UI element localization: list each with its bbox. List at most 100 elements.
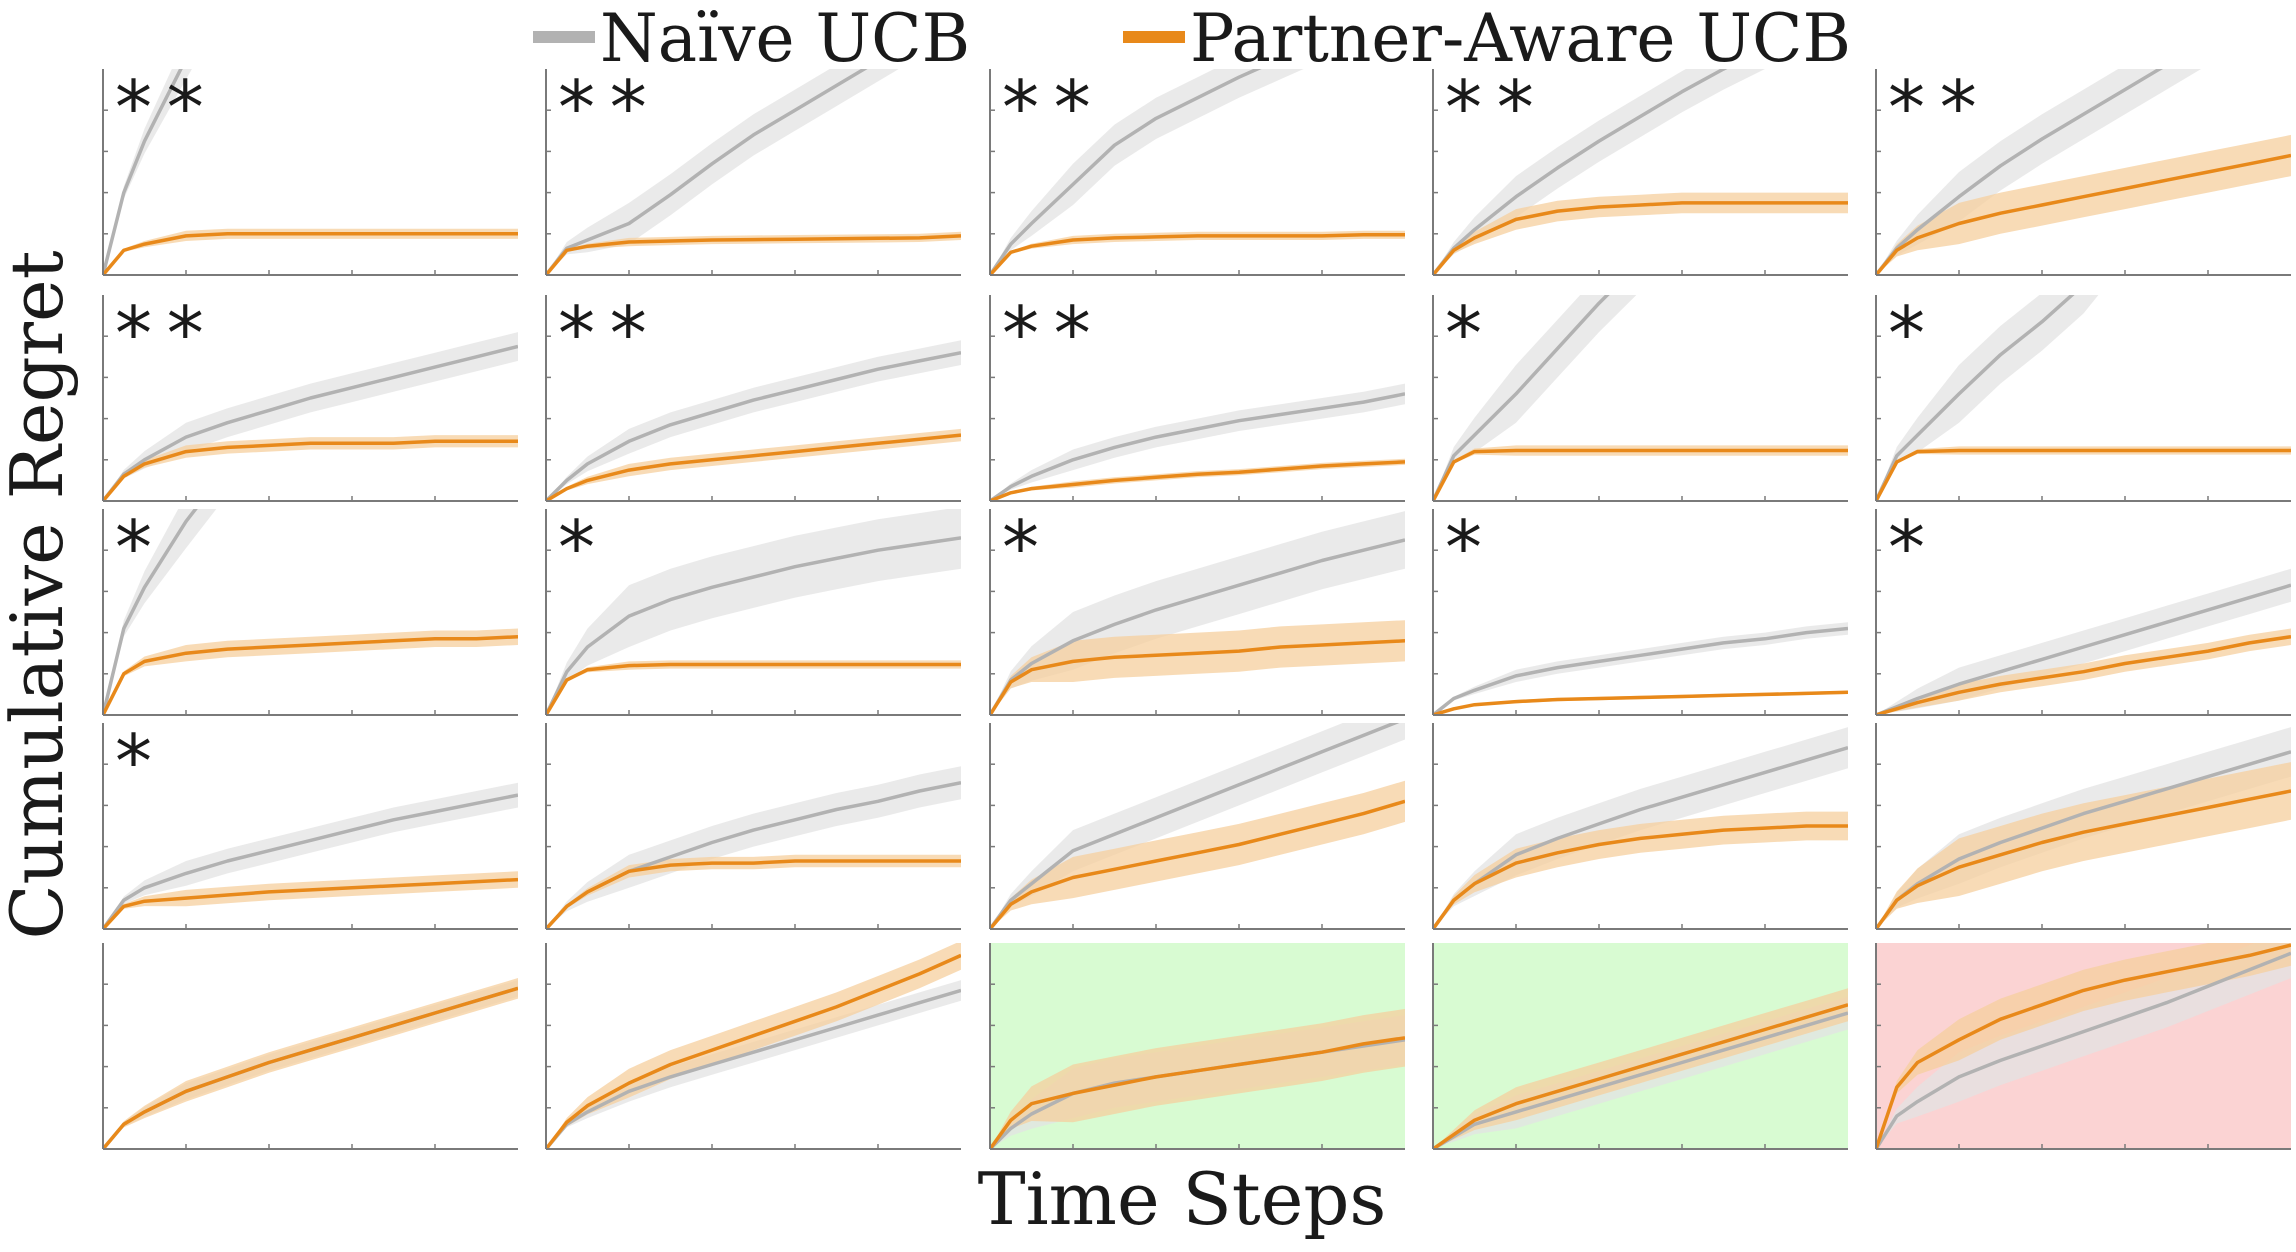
partner-aware-ucb-line xyxy=(1433,824,1848,929)
partner-aware-ucb-band xyxy=(1876,134,2291,275)
partner-aware-ucb-band xyxy=(1876,446,2291,501)
naive-ucb-line xyxy=(1876,295,2075,501)
significance-stars: * * xyxy=(1888,65,1977,151)
plot-area xyxy=(546,943,961,1149)
plot-area xyxy=(990,69,1405,275)
naive-ucb-band xyxy=(546,69,899,275)
x-axis-label: Time Steps xyxy=(978,1157,1387,1241)
significance-stars: * xyxy=(1888,291,1925,377)
partner-aware-ucb-band xyxy=(103,978,518,1149)
naive-ucb-line xyxy=(990,723,1400,929)
significance-stars: * xyxy=(115,719,152,805)
naive-ucb-band xyxy=(546,980,961,1149)
naive-ucb-band xyxy=(103,782,518,929)
plot-area xyxy=(1876,568,2291,715)
panel-r3-c4: * xyxy=(1432,505,1848,716)
partner-aware-ucb-line xyxy=(1876,634,2291,715)
naive-ucb-line xyxy=(546,536,961,715)
panel-r4-c4 xyxy=(1432,723,1848,930)
partner-aware-ucb-band xyxy=(103,628,518,715)
partner-aware-ucb-line xyxy=(103,634,518,715)
panel-r4-c2 xyxy=(545,723,961,930)
plot-area xyxy=(1433,622,1848,715)
panel-r3-c2: * xyxy=(545,505,961,716)
partner-aware-ucb-line xyxy=(546,234,961,275)
naive-ucb-line xyxy=(103,69,183,275)
significance-stars: * xyxy=(1002,505,1039,591)
panel-r2-c5: * xyxy=(1875,291,2291,502)
panel-r1-c1: * * xyxy=(102,65,518,276)
plot-area xyxy=(1876,295,2291,501)
partner-aware-ucb-line xyxy=(103,232,518,275)
naive-ucb-line xyxy=(103,793,518,929)
naive-ucb-band xyxy=(546,766,961,929)
panel-r2-c1: * * xyxy=(102,291,518,502)
panel-grid: * * * * * * * * * * * * * * * * * * * * * * * * xyxy=(102,65,2291,1150)
panel-r2-c3: * * xyxy=(989,291,1405,502)
naive-ucb-line xyxy=(1876,583,2291,715)
partner-aware-ucb-line xyxy=(1433,448,1848,501)
legend-label-partner: Partner-Aware UCB xyxy=(1190,0,1851,77)
partner-aware-ucb-band xyxy=(1876,943,2291,1149)
partner-aware-ucb-line xyxy=(1433,1003,1848,1149)
partner-aware-ucb-line xyxy=(990,799,1405,929)
plot-area xyxy=(1433,727,1848,929)
naive-ucb-line xyxy=(103,509,198,715)
partner-aware-ucb-band xyxy=(990,780,1405,929)
partner-aware-ucb-band xyxy=(990,620,1405,715)
partner-aware-ucb-line xyxy=(1433,201,1848,275)
naive-ucb-line xyxy=(990,538,1405,715)
panel-r3-c3: * xyxy=(989,505,1405,716)
naive-ucb-band xyxy=(1433,622,1848,715)
partner-aware-ucb-band xyxy=(1876,762,2291,929)
naive-ucb-line xyxy=(1433,1011,1848,1149)
panel-r1-c5: * * xyxy=(1875,65,2291,276)
plot-area xyxy=(103,69,518,275)
partner-aware-ucb-line xyxy=(546,662,961,715)
plot-area xyxy=(546,340,961,501)
naive-ucb-band xyxy=(990,723,1405,929)
panel-r1-c2: * * xyxy=(545,65,961,276)
partner-aware-ucb-band xyxy=(990,1008,1405,1149)
plot-area xyxy=(1876,727,2291,929)
y-axis-label: Cumulative Regret xyxy=(0,250,79,939)
naive-ucb-band xyxy=(990,511,1405,715)
plot-area xyxy=(990,1008,1405,1149)
partner-aware-ucb-line xyxy=(546,859,961,929)
significance-stars: * * xyxy=(558,65,647,151)
naive-ucb-band xyxy=(103,332,518,501)
panel-r5-c1 xyxy=(102,943,518,1150)
panel-r1-c4: * * xyxy=(1432,65,1848,276)
panel-r5-c5 xyxy=(1875,943,2291,1150)
legend-label-naive: Naïve UCB xyxy=(600,0,970,77)
significance-stars: * xyxy=(1445,291,1482,377)
plot-area xyxy=(546,69,961,275)
panel-r2-c4: * xyxy=(1432,291,1848,502)
naive-ucb-band xyxy=(103,509,217,715)
significance-stars: * * xyxy=(115,291,204,377)
naive-ucb-line xyxy=(1433,69,1728,275)
partner-aware-ucb-line xyxy=(990,233,1405,275)
significance-stars: * * xyxy=(1002,65,1091,151)
partner-aware-ucb-line xyxy=(546,953,961,1149)
plot-area xyxy=(1433,69,1848,275)
naive-ucb-band xyxy=(546,509,961,715)
partner-aware-ucb-line xyxy=(990,460,1405,501)
panel-r3-c1: * xyxy=(102,505,518,716)
partner-aware-ucb-line xyxy=(103,439,518,501)
partner-aware-ucb-band xyxy=(546,854,961,929)
partner-aware-ucb-line xyxy=(1876,943,2291,1149)
partner-aware-ucb-band xyxy=(990,230,1405,275)
partner-aware-ucb-line xyxy=(103,986,518,1149)
partner-aware-ucb-band xyxy=(1433,445,1848,501)
naive-ucb-line xyxy=(1433,295,1610,501)
naive-ucb-line xyxy=(990,392,1405,501)
plot-area xyxy=(546,509,961,715)
partner-aware-ucb-line xyxy=(1876,448,2291,501)
partner-aware-ucb-band xyxy=(1433,988,1848,1149)
naive-ucb-line xyxy=(1876,69,2164,275)
plot-area xyxy=(103,782,518,929)
panel-r5-c3 xyxy=(989,943,1405,1150)
significance-stars: * * xyxy=(558,291,647,377)
panel-r4-c1: * xyxy=(102,719,518,930)
